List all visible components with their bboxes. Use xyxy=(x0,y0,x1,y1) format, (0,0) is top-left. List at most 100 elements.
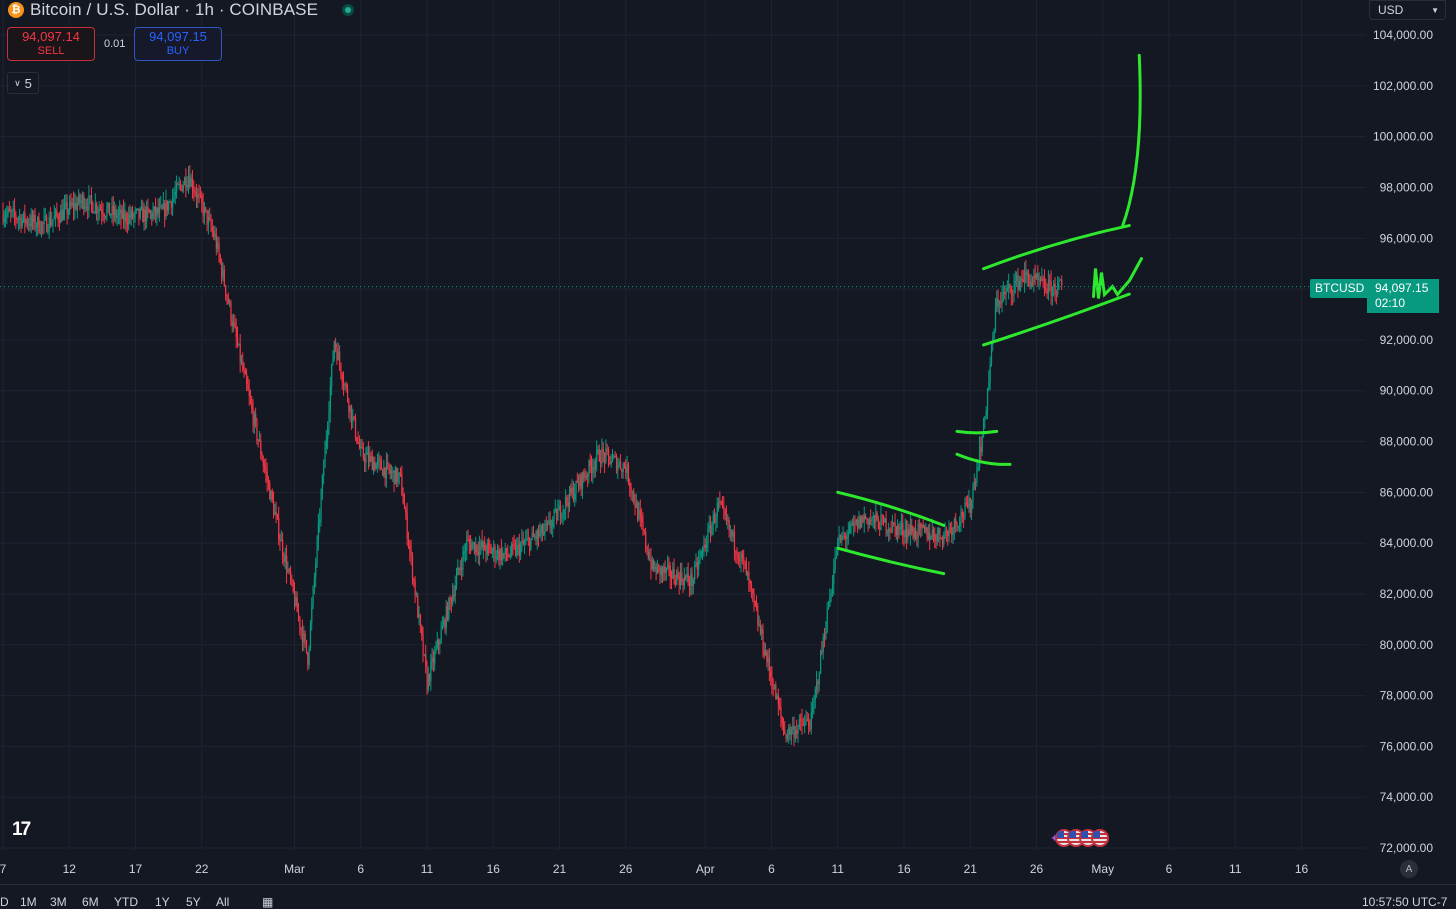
candle-body xyxy=(495,556,497,559)
candle-body xyxy=(12,208,14,211)
candle-body xyxy=(617,465,619,471)
candle-body xyxy=(842,535,844,537)
candle-body xyxy=(35,226,38,228)
consolidation-scribble[interactable] xyxy=(1092,257,1143,299)
candle-body xyxy=(173,195,175,199)
candle-body xyxy=(466,539,468,551)
candle-body xyxy=(816,681,818,690)
candle-body xyxy=(438,640,440,645)
candle-body xyxy=(762,629,764,651)
range-5y[interactable]: 5Y xyxy=(186,895,201,909)
candle-body xyxy=(643,530,645,532)
candle-body xyxy=(402,494,404,504)
level-line[interactable] xyxy=(955,452,1012,466)
candle-body xyxy=(963,516,965,518)
candle-body xyxy=(304,633,306,640)
candle-body xyxy=(673,569,675,581)
candle-body xyxy=(997,298,999,306)
candle-body xyxy=(645,531,647,547)
price-tick-label: 96,000.00 xyxy=(1380,231,1434,245)
candle-body xyxy=(530,538,532,550)
candle-body xyxy=(206,210,208,225)
candle-body xyxy=(936,534,939,541)
candle-body xyxy=(973,480,975,489)
user-drawings[interactable] xyxy=(836,53,1143,576)
range-3m[interactable]: 3M xyxy=(50,895,67,909)
currency-select[interactable]: USD ▼ xyxy=(1369,0,1446,20)
candle-body xyxy=(42,222,44,224)
range-1y[interactable]: 1Y xyxy=(155,895,170,909)
time-tick-label: 7 xyxy=(0,862,7,876)
candle-body xyxy=(893,522,895,524)
candle-body xyxy=(242,361,244,371)
candle-body xyxy=(550,527,553,529)
candle-body xyxy=(972,488,974,502)
candle-body xyxy=(452,594,454,604)
candle-body xyxy=(283,555,285,562)
candle-body xyxy=(735,550,737,554)
range-1m[interactable]: 1M xyxy=(20,895,37,909)
candle-body xyxy=(785,734,787,739)
range-ytd[interactable]: YTD xyxy=(114,895,138,909)
candle-body xyxy=(721,504,724,507)
candle-body xyxy=(520,544,522,556)
projection-curve[interactable] xyxy=(1121,53,1142,228)
candle-body xyxy=(773,684,776,689)
candle-body xyxy=(39,231,41,233)
indicators-toggle[interactable]: ∨ 5 xyxy=(7,72,39,94)
candle-body xyxy=(67,210,70,215)
auto-scale-button[interactable]: A xyxy=(1400,860,1418,878)
symbol-title[interactable]: Bitcoin / U.S. Dollar · 1h · COINBASE xyxy=(30,0,319,19)
buy-button[interactable]: 94,097.15 BUY xyxy=(134,27,222,61)
candle-body xyxy=(777,696,780,706)
wedge-upper-line[interactable] xyxy=(982,224,1131,271)
candle-body xyxy=(65,202,67,205)
candle-body xyxy=(225,285,227,296)
candle-body xyxy=(642,521,644,531)
candle-body xyxy=(996,298,998,308)
range-6m[interactable]: 6M xyxy=(82,895,99,909)
candle-body xyxy=(780,707,782,717)
time-axis[interactable]: 7 12 17 22 Mar 6 11 16 21 26 Apr 6 11 16 21 26 May 6 11 16 xyxy=(0,862,1308,876)
candle-body xyxy=(102,213,104,216)
time-tick-label: 11 xyxy=(421,862,434,876)
time-tick-label: 12 xyxy=(63,862,77,876)
time-tick-label: 6 xyxy=(357,862,364,876)
candle-body xyxy=(685,576,687,578)
candle-body xyxy=(660,567,662,575)
candle-body xyxy=(219,255,221,263)
candle-body xyxy=(140,207,143,209)
candle-body xyxy=(382,469,384,476)
channel-lower-line[interactable] xyxy=(836,546,946,576)
sell-button[interactable]: 94,097.14 SELL xyxy=(7,27,95,61)
channel-upper-line[interactable] xyxy=(836,490,946,527)
candle-body xyxy=(924,527,926,532)
candle-body xyxy=(590,466,593,473)
candle-body xyxy=(369,455,371,462)
candle-body xyxy=(87,206,89,210)
level-line[interactable] xyxy=(955,429,999,435)
candle-body xyxy=(299,616,301,629)
tradingview-logo[interactable]: 17 xyxy=(12,819,31,840)
wedge-lower-line[interactable] xyxy=(982,292,1131,347)
candle-body xyxy=(1025,270,1027,276)
economic-events[interactable]: ✦ xyxy=(1050,828,1110,848)
range-day[interactable]: D xyxy=(0,895,9,909)
price-axis[interactable]: 104,000.00 102,000.00 100,000.00 98,000.00 9… xyxy=(1373,28,1433,855)
candle-body xyxy=(986,388,989,411)
candle-body xyxy=(707,528,709,546)
us-flag-icon[interactable] xyxy=(1091,829,1110,847)
range-all[interactable]: All xyxy=(216,895,230,909)
candle-body xyxy=(151,212,153,219)
candle-body xyxy=(280,539,282,542)
candle-body xyxy=(389,470,391,474)
price-tick-label: 76,000.00 xyxy=(1380,739,1434,753)
symbol-header[interactable]: ₿ Bitcoin / U.S. Dollar · 1h · COINBASE xyxy=(8,0,355,20)
candle-body xyxy=(321,475,324,495)
calendar-icon[interactable]: ▦ xyxy=(262,895,274,909)
candle-body xyxy=(934,534,936,541)
candle-body xyxy=(670,577,673,579)
candle-body xyxy=(979,446,981,468)
market-status-icon[interactable] xyxy=(342,4,355,16)
